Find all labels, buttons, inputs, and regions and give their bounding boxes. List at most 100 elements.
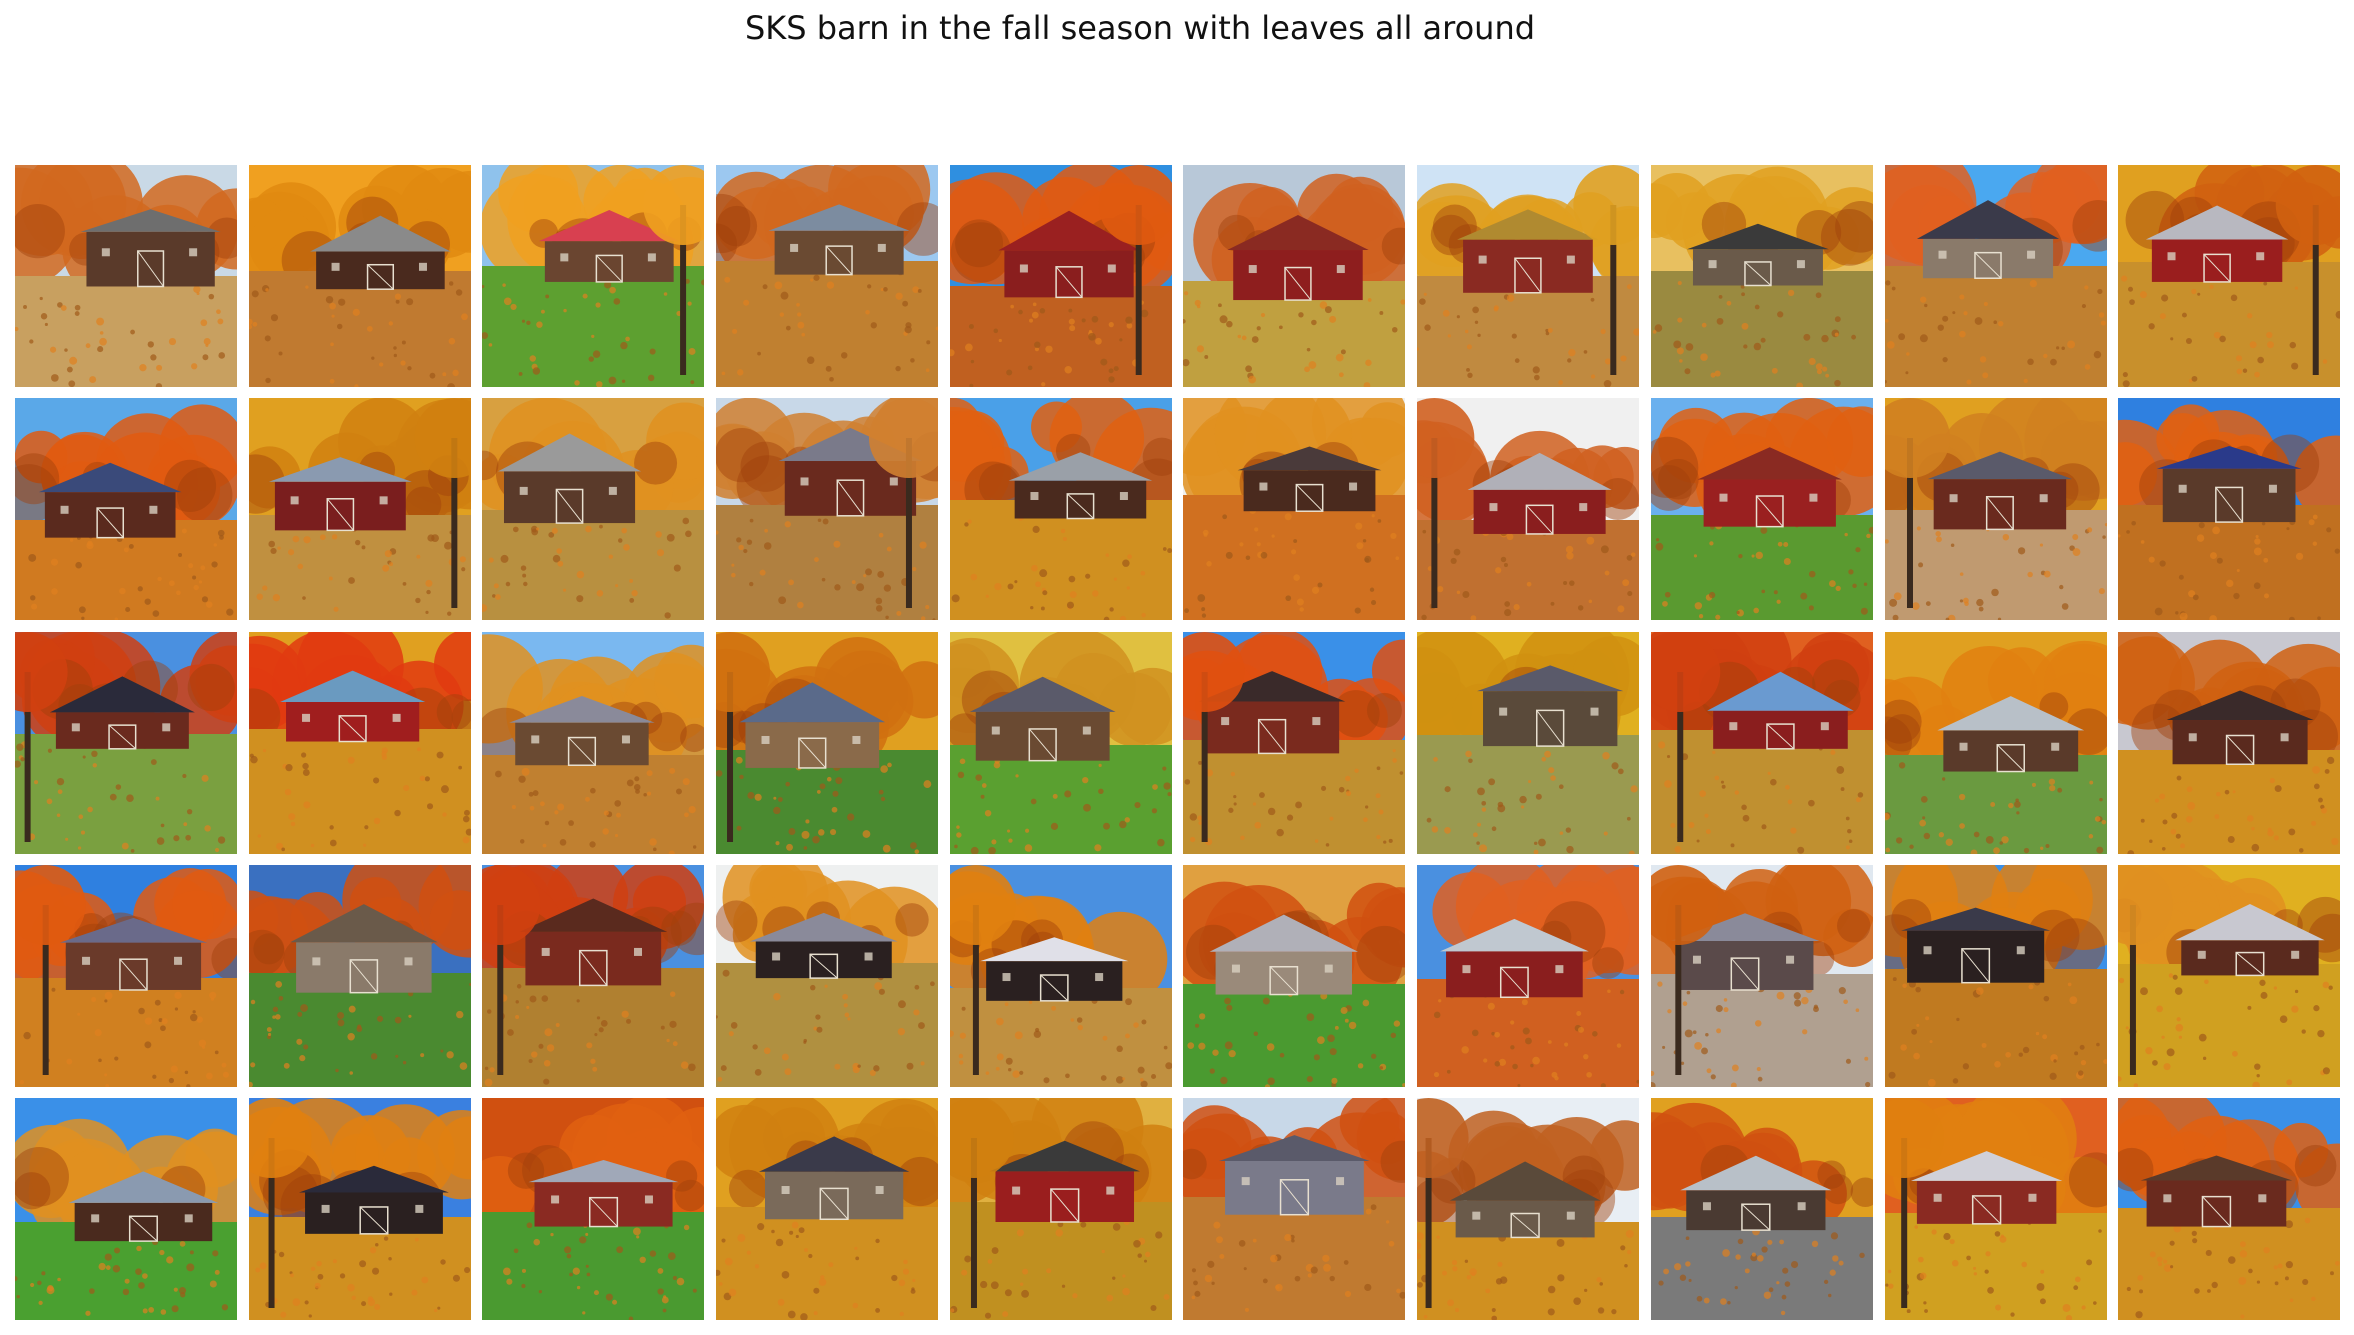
barn-photo (1183, 1098, 1406, 1320)
barn-photo (15, 165, 237, 387)
barn-image-tile (949, 631, 1172, 854)
barn-photo (1650, 1098, 1873, 1320)
barn-photo (949, 864, 1172, 1087)
barn-image-tile (716, 165, 939, 387)
barn-image-tile (2118, 631, 2341, 854)
barn-photo (482, 631, 705, 854)
barn-photo (2118, 631, 2341, 854)
barn-photo (1650, 631, 1873, 854)
barn-photo (949, 631, 1172, 854)
barn-image-tile (2118, 864, 2341, 1087)
barn-photo (1884, 864, 2107, 1087)
barn-image-tile (1650, 398, 1873, 621)
barn-image-tile (1183, 864, 1406, 1087)
barn-photo (716, 864, 939, 1087)
barn-photo (248, 165, 471, 387)
barn-photo (716, 165, 939, 387)
barn-photo (15, 864, 237, 1087)
barn-image-tile (716, 864, 939, 1087)
barn-photo (1417, 165, 1640, 387)
barn-image-tile (1650, 1098, 1873, 1320)
barn-image-tile (15, 1098, 237, 1320)
barn-image-tile (248, 631, 471, 854)
barn-image-tile (1650, 631, 1873, 854)
barn-image-tile (1417, 864, 1640, 1087)
barn-image-tile (1884, 398, 2107, 621)
barn-photo (482, 1098, 705, 1320)
barn-image-tile (248, 398, 471, 621)
barn-photo (482, 398, 705, 621)
barn-photo (1650, 165, 1873, 387)
barn-photo (1884, 631, 2107, 854)
barn-image-tile (482, 864, 705, 1087)
barn-image-tile (716, 1098, 939, 1320)
barn-photo (248, 398, 471, 621)
barn-image-tile (1884, 165, 2107, 387)
barn-photo (1183, 165, 1406, 387)
figure-title: SKS barn in the fall season with leaves … (744, 9, 1536, 47)
barn-image-tile (1183, 1098, 1406, 1320)
barn-photo (1417, 398, 1640, 621)
barn-photo (1183, 864, 1406, 1087)
barn-image-tile (482, 631, 705, 854)
barn-image-tile (1183, 165, 1406, 387)
barn-image-tile (248, 864, 471, 1087)
barn-image-tile (949, 864, 1172, 1087)
barn-image-tile (1417, 631, 1640, 854)
barn-image-tile (1417, 165, 1640, 387)
barn-photo (1650, 864, 1873, 1087)
barn-photo (248, 631, 471, 854)
barn-image-tile (482, 1098, 705, 1320)
image-grid (15, 165, 2341, 1320)
barn-photo (482, 864, 705, 1087)
barn-photo (1884, 165, 2107, 387)
barn-photo (1884, 398, 2107, 621)
barn-image-tile (2118, 165, 2341, 387)
barn-image-tile (15, 631, 237, 854)
barn-photo (949, 165, 1172, 387)
barn-photo (716, 1098, 939, 1320)
barn-image-tile (15, 398, 237, 621)
barn-image-tile (1650, 864, 1873, 1087)
barn-photo (248, 864, 471, 1087)
barn-image-tile (15, 864, 237, 1087)
barn-image-tile (949, 1098, 1172, 1320)
barn-image-tile (15, 165, 237, 387)
barn-photo (15, 631, 237, 854)
barn-image-tile (248, 1098, 471, 1320)
barn-photo (1417, 1098, 1640, 1320)
barn-photo (1650, 398, 1873, 621)
barn-image-tile (1417, 1098, 1640, 1320)
barn-image-tile (1884, 631, 2107, 854)
barn-image-tile (716, 398, 939, 621)
barn-photo (716, 631, 939, 854)
barn-photo (248, 1098, 471, 1320)
barn-photo (15, 398, 237, 621)
barn-photo (949, 1098, 1172, 1320)
barn-image-tile (482, 165, 705, 387)
barn-photo (1183, 631, 1406, 854)
barn-photo (2118, 398, 2341, 621)
barn-photo (2118, 864, 2341, 1087)
barn-photo (1417, 631, 1640, 854)
barn-photo (15, 1098, 237, 1320)
barn-image-tile (949, 398, 1172, 621)
barn-photo (949, 398, 1172, 621)
barn-image-tile (1183, 631, 1406, 854)
barn-image-tile (1417, 398, 1640, 621)
barn-image-tile (482, 398, 705, 621)
barn-image-tile (2118, 398, 2341, 621)
barn-photo (1884, 1098, 2107, 1320)
barn-photo (716, 398, 939, 621)
barn-photo (2118, 1098, 2341, 1320)
barn-image-tile (248, 165, 471, 387)
barn-photo (2118, 165, 2341, 387)
barn-photo (1183, 398, 1406, 621)
barn-image-tile (949, 165, 1172, 387)
barn-image-tile (1183, 398, 1406, 621)
barn-image-tile (1884, 1098, 2107, 1320)
barn-image-tile (716, 631, 939, 854)
barn-image-tile (1884, 864, 2107, 1087)
barn-photo (1417, 864, 1640, 1087)
barn-image-tile (1650, 165, 1873, 387)
